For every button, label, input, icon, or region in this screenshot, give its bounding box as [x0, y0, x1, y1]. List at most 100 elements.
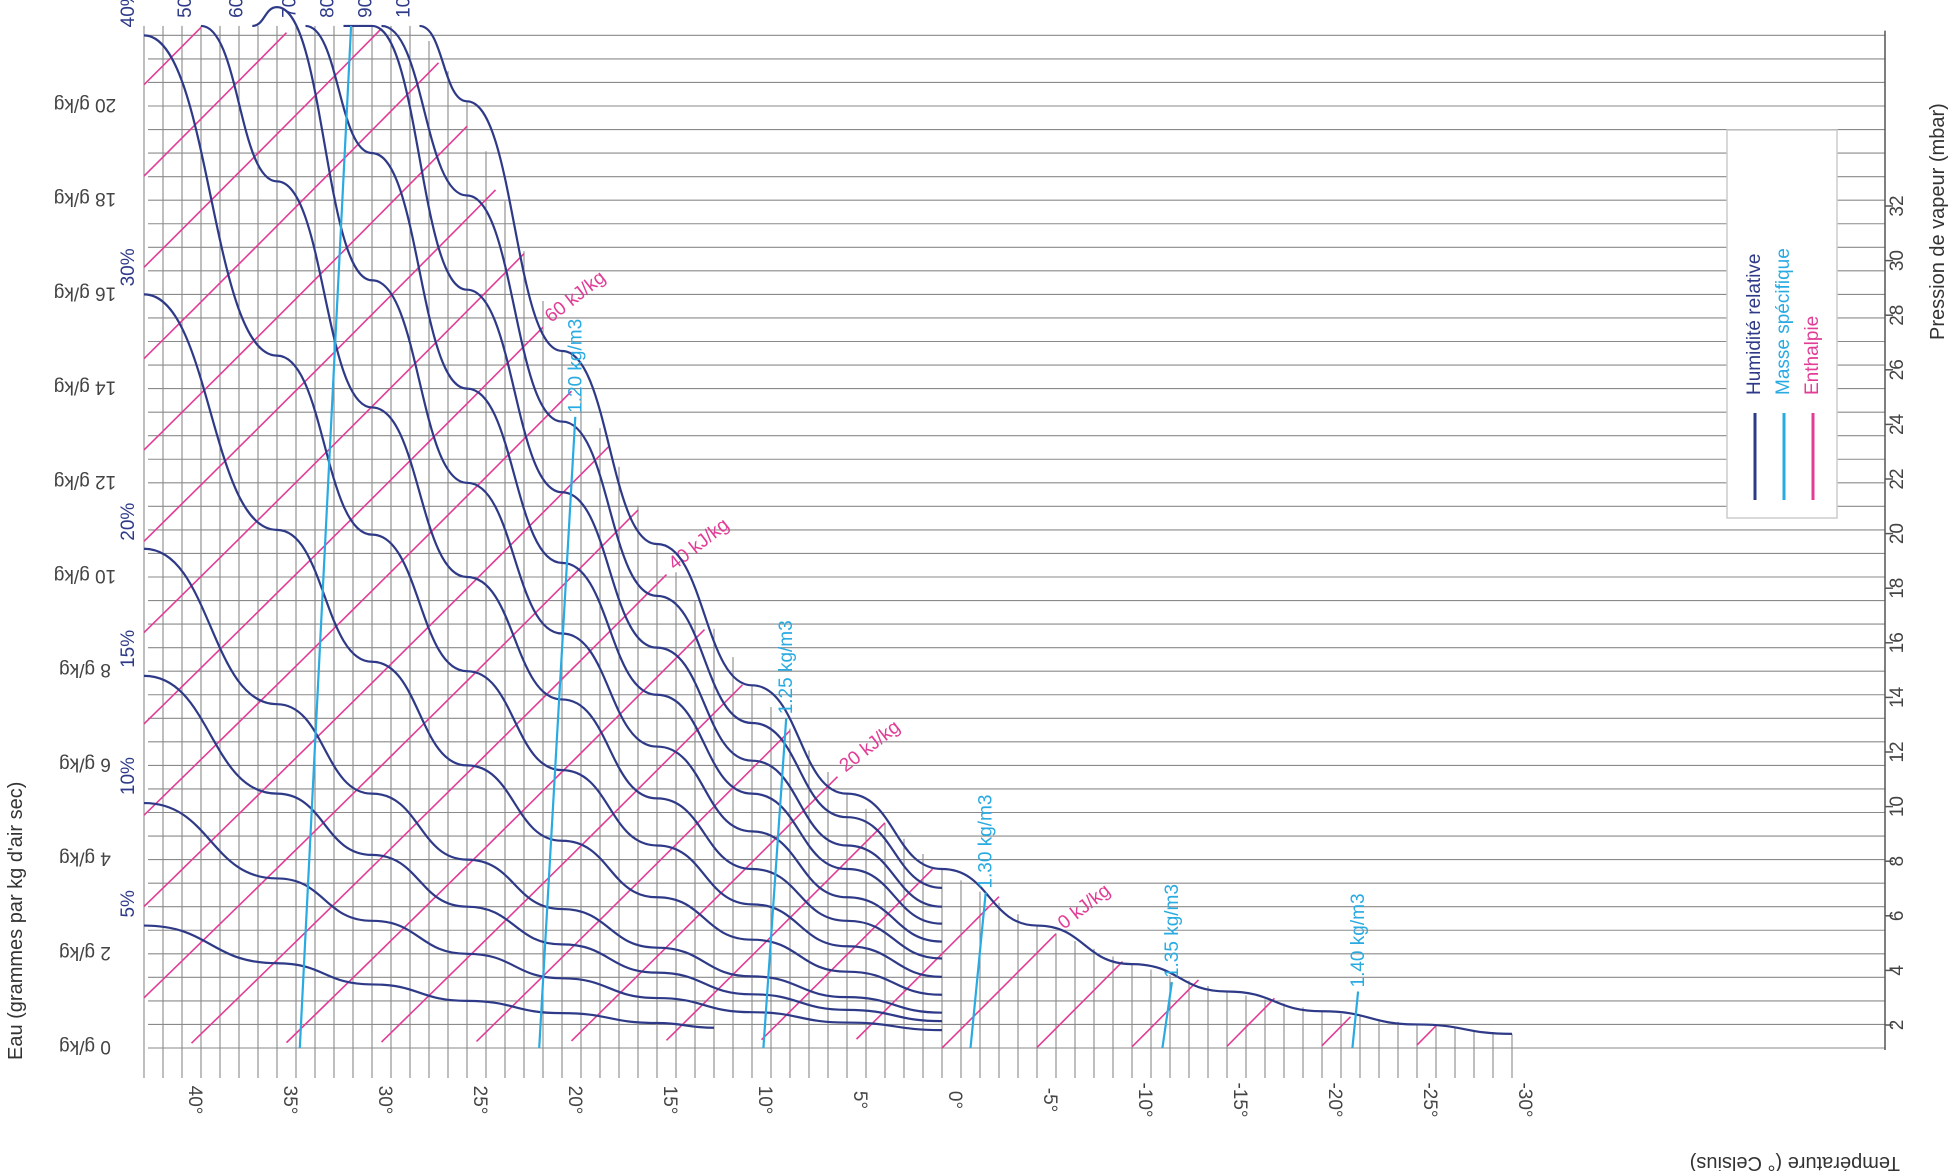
specific-mass-line: [1351, 991, 1360, 1049]
specific-mass-label: 1.20 kg/m3: [565, 319, 586, 413]
specific-mass-line: [969, 892, 987, 1049]
enthalpy-line: [143, 32, 288, 177]
enthalpy-line: [143, 253, 525, 634]
right-tick-label: 4: [1887, 965, 1908, 976]
right-tick-label: 30: [1887, 250, 1908, 271]
enthalpy-line: [143, 445, 611, 908]
enthalpy-line: [941, 933, 1057, 1049]
enthalpy-line: [143, 26, 202, 86]
right-tick-label: 2: [1887, 1020, 1908, 1031]
enthalpy-line: [143, 390, 573, 816]
relative-humidity-label: 5%: [118, 890, 139, 918]
enthalpy-line: [285, 629, 706, 1044]
relative-humidity-label: 100%: [394, 0, 415, 18]
relative-humidity-curve: [143, 34, 943, 978]
x-tick-label: -25°: [1419, 1082, 1440, 1117]
x-tick-label: -15°: [1229, 1082, 1250, 1117]
left-axis-title: Eau (grammes par kg d'air sec): [5, 782, 27, 1060]
right-tick-label: 20: [1887, 523, 1908, 544]
enthalpy-line: [1321, 1016, 1352, 1047]
enthalpy-line: [1226, 997, 1276, 1047]
right-tick-label: 10: [1887, 796, 1908, 817]
x-tick-label: 30°: [374, 1086, 395, 1115]
left-tick-label: 4 g/kg: [59, 848, 111, 869]
right-tick-label: 18: [1887, 578, 1908, 599]
relative-humidity-label: 10%: [118, 757, 139, 795]
relative-humidity-label: 80%: [318, 0, 339, 18]
x-tick-label: 0°: [944, 1091, 965, 1109]
right-tick-label: 8: [1887, 856, 1908, 867]
right-tick-label: 16: [1887, 632, 1908, 653]
enthalpy-line: [475, 730, 791, 1043]
relative-humidity-layer: 5% 10% 15% 20% 30% 40% 50% 60% 70% 80% 90% 100%: [118, 0, 1513, 1035]
relative-humidity-label: 40%: [118, 0, 139, 27]
x-tick-label: -20°: [1324, 1082, 1345, 1117]
left-tick-label: 12 g/kg: [54, 471, 116, 492]
right-tick-label: 14: [1887, 686, 1908, 708]
specific-mass-label: 1.35 kg/m3: [1162, 884, 1183, 978]
enthalpy-line: [1131, 979, 1200, 1048]
relative-humidity-curve: [143, 674, 943, 1023]
enthalpy-line: [143, 125, 468, 451]
axis-layer: 40° 35° 30° 25° 20° 15° 10° 5° 0° -5° -10° -15° -20°…: [54, 30, 1908, 1118]
x-tick-label: 40°: [184, 1086, 205, 1115]
relative-humidity-curve: [343, 24, 943, 908]
enthalpy-line: [1036, 961, 1124, 1048]
left-tick-label: 6 g/kg: [59, 753, 111, 774]
left-tick-label: 2 g/kg: [59, 942, 111, 963]
enthalpy-line: [143, 27, 383, 268]
relative-humidity-curve: [305, 24, 943, 925]
relative-humidity-label: 60%: [226, 0, 247, 18]
x-tick-label: 15°: [659, 1086, 680, 1115]
relative-humidity-curve: [143, 293, 943, 996]
legend-label-humidity: Humidité relative: [1744, 254, 1765, 396]
relative-humidity-curve: [381, 24, 943, 889]
relative-humidity-curve: [200, 24, 943, 960]
specific-mass-line: [538, 416, 577, 1049]
enthalpy-line: [855, 896, 1000, 1040]
x-tick-label: -10°: [1134, 1082, 1155, 1117]
relative-humidity-label: 15%: [118, 630, 139, 668]
enthalpy-line: [143, 509, 639, 999]
x-tick-label: 20°: [564, 1086, 585, 1115]
enthalpy-line: [380, 684, 744, 1043]
enthalpy-line: [1416, 1025, 1437, 1046]
relative-humidity-curve: [143, 801, 943, 1032]
left-tick-label: 18 g/kg: [54, 188, 116, 209]
relative-humidity-curve: [252, 5, 943, 943]
x-tick-label: 10°: [754, 1086, 775, 1115]
legend-label-specific-mass: Masse spécifique: [1773, 248, 1794, 395]
x-tick-label: 5°: [849, 1091, 870, 1109]
relative-humidity-curve: [419, 24, 1513, 1035]
x-axis-title: Température (° Celsius): [1690, 1152, 1900, 1171]
enthalpy-line: [143, 326, 544, 725]
left-tick-label: 0 g/kg: [59, 1036, 111, 1057]
right-tick-label: 22: [1887, 468, 1908, 489]
left-tick-label: 16 g/kg: [54, 282, 116, 303]
enthalpy-line: [190, 573, 668, 1044]
specific-mass-line: [298, 25, 353, 1049]
left-tick-label: 20 g/kg: [54, 94, 116, 115]
right-tick-label: 6: [1887, 911, 1908, 922]
enthalpy-line: [760, 868, 934, 1041]
relative-humidity-label: 30%: [118, 248, 139, 286]
left-tick-label: 14 g/kg: [54, 377, 116, 398]
left-tick-label: 8 g/kg: [59, 659, 111, 680]
specific-mass-label: 1.30 kg/m3: [976, 795, 997, 889]
specific-mass-layer: 1.20 kg/m3 1.25 kg/m3 1.30 kg/m3 1.35 kg/m3…: [298, 25, 1369, 1049]
legend: Humidité relative Masse spécifique Entha…: [1726, 129, 1838, 519]
relative-humidity-curve: [143, 547, 943, 1014]
enthalpy-line: [143, 62, 440, 360]
relative-humidity-label: 90%: [356, 0, 377, 18]
legend-label-enthalpy: Enthalpie: [1802, 316, 1823, 395]
x-tick-label: -5°: [1039, 1088, 1060, 1113]
x-tick-label: 35°: [279, 1086, 300, 1115]
specific-mass-line: [1161, 981, 1173, 1049]
x-tick-label: -30°: [1514, 1082, 1535, 1117]
right-axis-title: Pression de vapeur (mbar): [1927, 103, 1949, 340]
right-tick-label: 32: [1887, 195, 1908, 216]
right-tick-label: 12: [1887, 741, 1908, 762]
specific-mass-line: [762, 718, 788, 1049]
right-tick-label: 24: [1887, 413, 1908, 435]
